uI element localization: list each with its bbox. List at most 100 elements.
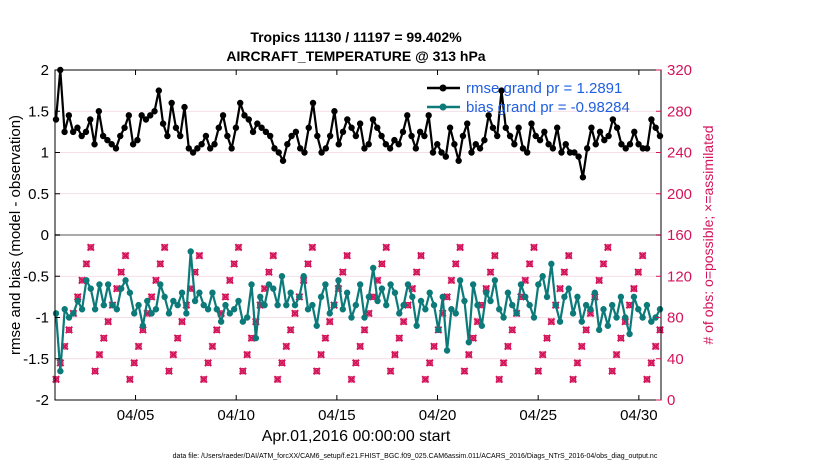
obs-marker-circle [309, 244, 316, 251]
bias-point [283, 301, 290, 309]
bias-point [187, 248, 194, 255]
bias-point [65, 314, 73, 321]
obs-marker-circle [65, 326, 73, 334]
rmse-point [524, 149, 531, 156]
rmse-point [142, 116, 150, 123]
right-tick-label: 320 [667, 62, 692, 79]
obs-marker-circle [561, 268, 568, 276]
obs-marker-circle [648, 359, 655, 367]
obs-marker-circle [382, 244, 390, 251]
bias-point [430, 301, 438, 309]
bias-point [374, 297, 381, 305]
bias-point [343, 289, 351, 296]
left-tick-label: -2 [36, 392, 49, 409]
rmse-point [643, 145, 651, 152]
rmse-point [352, 132, 360, 140]
bias-point [165, 310, 173, 317]
bias-point [144, 297, 151, 305]
rmse-point [451, 141, 458, 148]
bias-point [613, 314, 620, 321]
bias-point [626, 330, 633, 338]
bias-point [387, 281, 394, 288]
rmse-point [532, 132, 539, 140]
bias-point [643, 301, 651, 309]
rmse-point [335, 141, 342, 148]
bias-point [548, 260, 555, 268]
obs-marker-circle [569, 376, 577, 383]
bias-point [248, 281, 255, 288]
rmse-point [416, 128, 424, 136]
obs-marker-circle [209, 343, 216, 350]
obs-marker-circle [361, 326, 368, 334]
obs-marker-circle [91, 367, 99, 375]
rmse-point [386, 145, 394, 152]
bias-point [57, 367, 64, 375]
bias-point [222, 301, 229, 309]
bias-point [600, 306, 607, 313]
bias-point [217, 318, 225, 325]
rmse-point [262, 128, 270, 136]
bias-point [135, 301, 142, 309]
rmse-point [134, 136, 141, 144]
obs-marker-circle [535, 367, 542, 375]
obs-marker-circle [582, 326, 590, 334]
legend-bias-marker [439, 103, 447, 111]
rmse-point [52, 116, 60, 123]
bias-point [230, 306, 238, 313]
obs-marker-circle [339, 268, 347, 276]
rmse-point [344, 116, 351, 123]
obs-marker-circle [239, 367, 247, 375]
obs-marker-circle [522, 277, 529, 284]
bias-point [582, 301, 590, 309]
bias-point [139, 322, 147, 329]
rmse-point [172, 124, 180, 131]
bias-point [635, 306, 642, 313]
right-tick-label: 120 [667, 268, 692, 285]
rmse-point [189, 149, 197, 156]
rmse-point [515, 124, 522, 131]
obs-marker-circle [456, 244, 464, 251]
bias-point [365, 293, 373, 301]
obs-marker-circle [243, 351, 251, 358]
rmse-point [138, 112, 145, 119]
obs-marker-circle [291, 310, 299, 317]
obs-marker-circle [126, 376, 134, 383]
obs-marker-circle [265, 268, 273, 276]
bias-point [339, 306, 346, 313]
rmse-point [408, 132, 415, 140]
bias-point [226, 310, 234, 317]
x-axis-label: Apr.01,2016 00:00:00 start [262, 428, 451, 445]
obs-marker-circle [226, 277, 234, 284]
obs-marker-circle [617, 334, 625, 342]
rmse-point [553, 124, 561, 131]
obs-marker-circle [469, 334, 477, 342]
rmse-point [446, 124, 454, 131]
bias-point [552, 301, 559, 309]
bias-point [200, 301, 207, 309]
obs-marker-circle [430, 343, 438, 350]
bias-point [474, 301, 481, 309]
obs-marker-circle [448, 277, 455, 284]
bias-point [213, 306, 220, 313]
rmse-point [194, 145, 201, 152]
bias-point [348, 314, 355, 321]
bias-point [304, 306, 312, 313]
bias-point [235, 297, 242, 305]
bias-point [96, 281, 103, 288]
rmse-point [224, 132, 231, 140]
rmse-point [228, 145, 235, 152]
rmse-point [318, 149, 325, 156]
chart-title-line2: AIRCRAFT_TEMPERATURE @ 313 hPa [226, 48, 485, 64]
rmse-point [207, 145, 214, 152]
obs-marker-circle [204, 359, 212, 367]
obs-marker-circle [417, 252, 425, 259]
left-tick-label: 1.5 [28, 103, 49, 120]
obs-marker-circle [426, 359, 433, 367]
obs-marker-circle [356, 343, 364, 350]
obs-marker-circle [600, 260, 607, 268]
bias-point [52, 310, 60, 317]
rmse-point [481, 136, 488, 144]
obs-marker-circle [283, 343, 290, 350]
bias-point [170, 297, 177, 305]
